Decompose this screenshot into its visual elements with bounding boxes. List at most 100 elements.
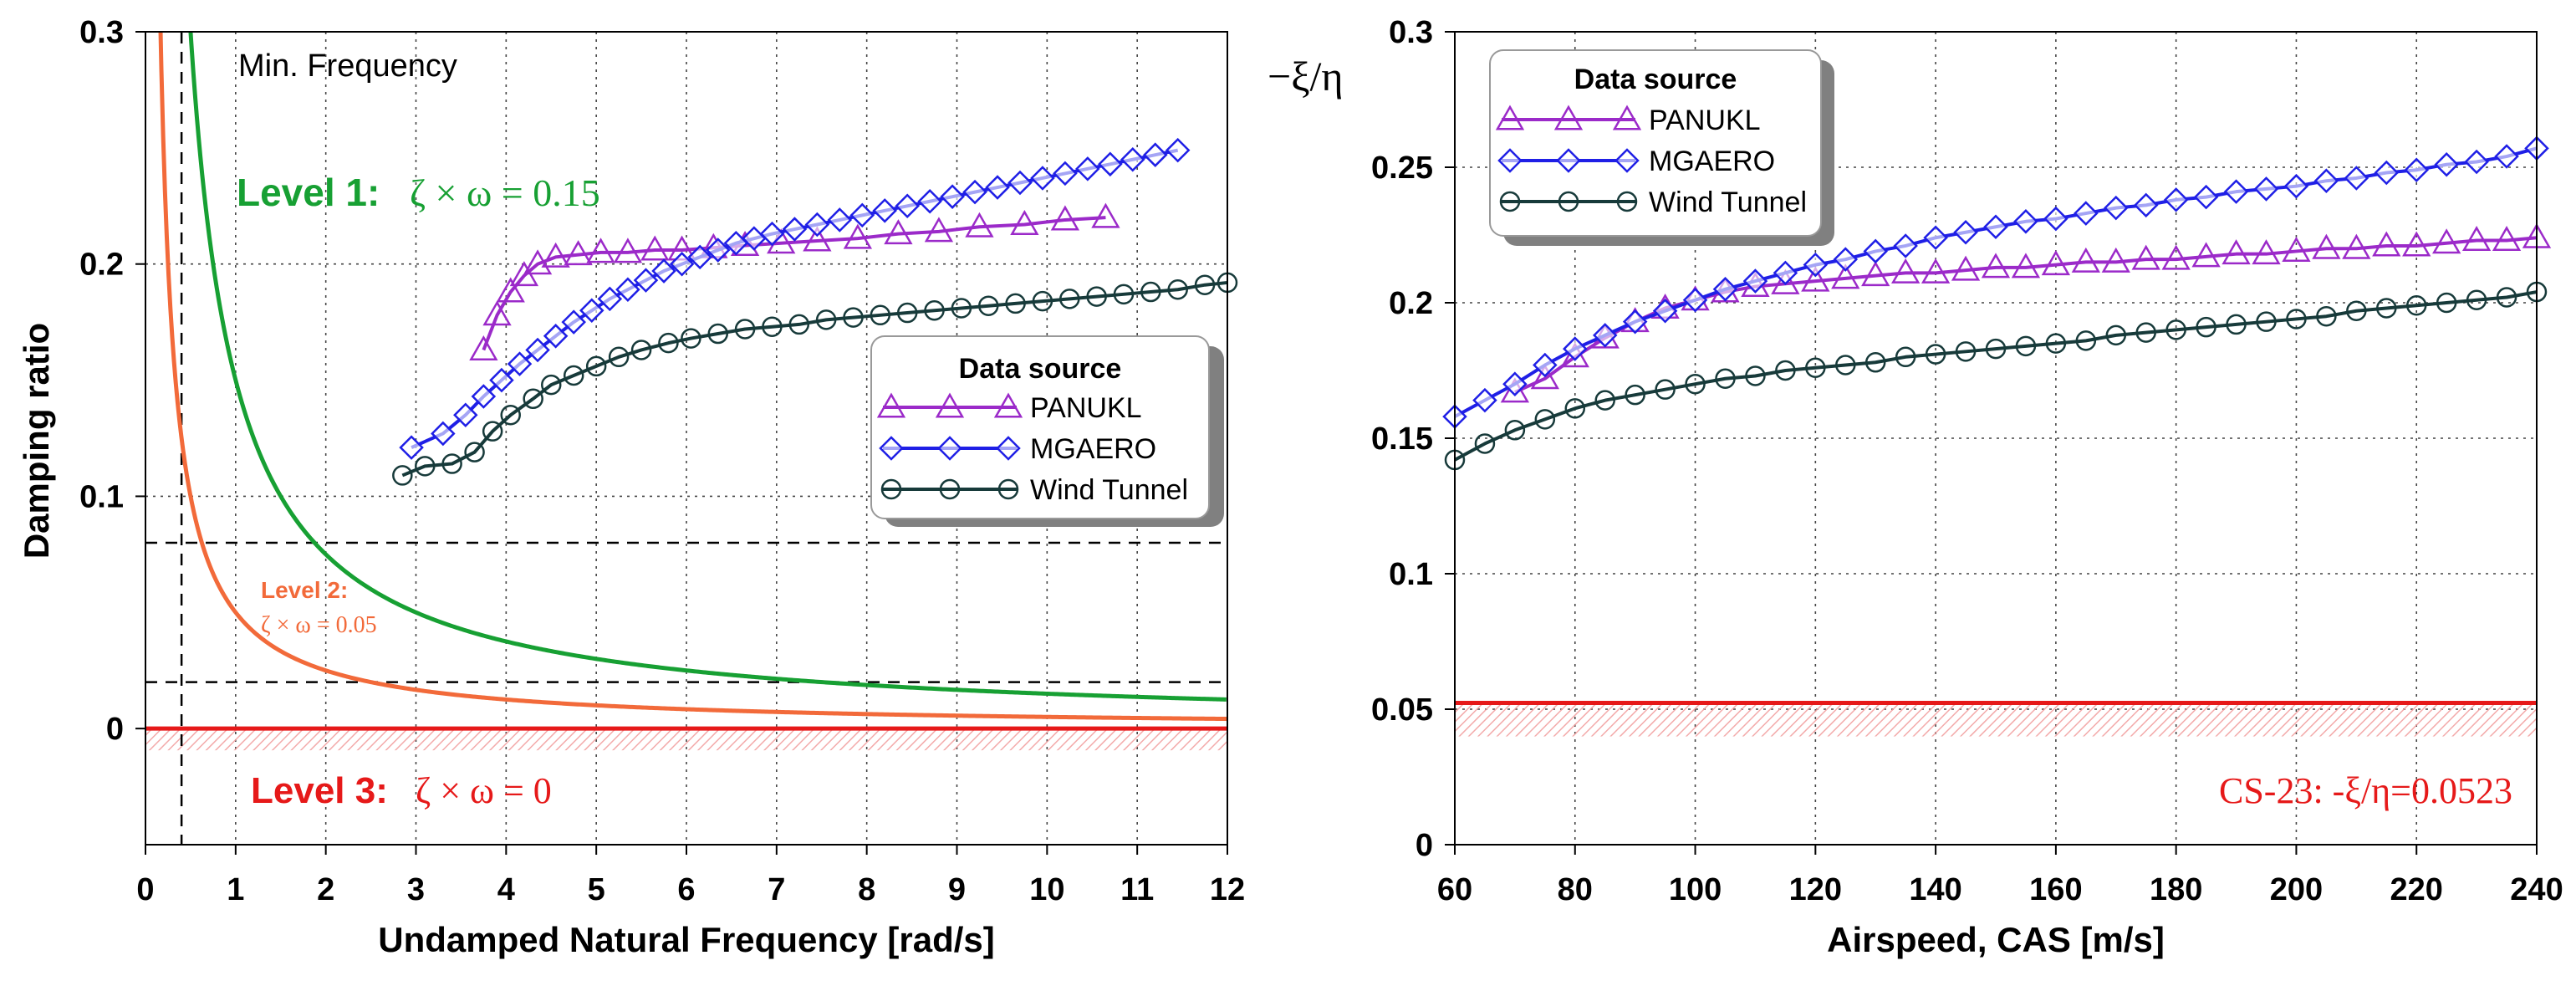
left-chart: 0 1 2 3 4 5 6 7 8 9 10 11 12 00.10.20.3 Undamped Nat… (17, 15, 1245, 959)
legend-marker-wind-tunnel (997, 478, 1019, 500)
legend-label-mgaero: MGAERO (1649, 146, 1775, 177)
right-x-axis-label: Airspeed, CAS [m/s] (1827, 920, 2165, 959)
panukl-marker (2312, 233, 2341, 259)
mgaero-marker (1142, 142, 1168, 167)
mgaero-marker (1007, 170, 1033, 196)
y-tick-label: 0.05 (1371, 692, 1433, 728)
wind-tunnel-marker (762, 316, 783, 337)
mgaero-marker (687, 244, 712, 270)
legend-label-mgaero: MGAERO (1030, 433, 1156, 465)
wind-tunnel-marker (1059, 289, 1080, 309)
left-series (392, 137, 1238, 486)
wind-tunnel-marker (707, 323, 728, 345)
panukl-marker (1801, 266, 1830, 292)
level-1-curve (188, 32, 1227, 702)
panukl-marker (2101, 247, 2130, 273)
mgaero-marker (1983, 214, 2008, 240)
wind-tunnel-marker (1835, 355, 1856, 376)
x-tick-label: 5 (588, 872, 605, 907)
x-tick-label: 2 (317, 872, 334, 907)
right-x-ticks: 60 80 100 120 140 160 180 200 220 240 (1437, 845, 2563, 907)
panukl-marker (2252, 239, 2281, 265)
mgaero-marker (2313, 168, 2339, 193)
cs23-hatch (1455, 701, 2537, 737)
wind-tunnel-marker (870, 304, 891, 326)
wind-tunnel-marker (1775, 360, 1796, 381)
right-y-axis-label: −ξ/η (1268, 53, 1344, 100)
wind-tunnel-marker (1895, 346, 1916, 368)
mgaero-marker (543, 324, 569, 349)
mgaero-marker (2223, 179, 2249, 204)
panukl-marker (2071, 247, 2100, 273)
legend-marker-wind-tunnel (1499, 191, 1521, 212)
mgaero-marker (1053, 161, 1078, 186)
wind-tunnel-marker (415, 456, 436, 477)
legend-marker-panukl (935, 392, 965, 418)
mgaero-marker (2163, 187, 2189, 212)
right-legend-box (1489, 49, 1822, 237)
wind-tunnel-marker (1864, 352, 1886, 373)
x-tick-label: 60 (1437, 872, 1472, 907)
mgaero-marker (1120, 146, 1145, 172)
wind-tunnel-marker (1086, 286, 1107, 307)
x-tick-label: 7 (768, 872, 785, 907)
panukl-marker (482, 300, 512, 326)
y-tick-label: 0.3 (79, 15, 124, 50)
mgaero-marker (579, 298, 604, 324)
level2-label: Level 2: (261, 577, 348, 603)
panukl-marker (1500, 377, 1530, 403)
mgaero-marker (2374, 160, 2400, 186)
panukl-marker (496, 277, 525, 303)
mgaero-marker (1833, 247, 1859, 272)
wind-tunnel-marker (1474, 433, 1496, 454)
panukl-marker (564, 240, 593, 266)
wind-tunnel-marker (523, 388, 543, 410)
x-tick-label: 4 (497, 872, 515, 907)
mgaero-marker (2283, 173, 2309, 199)
wind-tunnel-marker (2196, 316, 2216, 338)
wind-tunnel-marker (1985, 338, 2007, 360)
level-2-curve (158, 32, 1227, 722)
x-tick-label: 1 (227, 872, 244, 907)
x-tick-label: 9 (948, 872, 966, 907)
mgaero-marker (2494, 144, 2519, 169)
x-tick-label: 200 (2270, 872, 2323, 907)
legend-marker-mgaero (1614, 148, 1640, 173)
right-legend-entries: PANUKL MGAERO Wind Tunnel (1495, 105, 1807, 218)
mgaero-marker (827, 207, 853, 232)
mgaero-marker (2074, 201, 2099, 226)
legend-marker-panukl (1553, 105, 1584, 130)
x-tick-label: 120 (1789, 872, 1842, 907)
panukl-marker (924, 217, 954, 243)
wind-tunnel-marker (2075, 330, 2097, 351)
legend-label-wind-tunnel: Wind Tunnel (1649, 186, 1807, 218)
wind-tunnel-marker (896, 302, 918, 324)
x-tick-label: 240 (2510, 872, 2563, 907)
level2-formula: ζ × ω = 0.05 (261, 612, 377, 638)
mgaero-marker (471, 384, 497, 409)
x-tick-label: 10 (1029, 872, 1064, 907)
legend-marker-panukl (876, 392, 906, 418)
mgaero-marker (2104, 195, 2129, 221)
wind-tunnel-marker (2436, 292, 2457, 314)
legend-marker-mgaero (1556, 148, 1581, 173)
cs23-hatch-band (1455, 703, 2537, 737)
mgaero-marker (1030, 166, 1055, 191)
y-tick-label: 0.2 (79, 248, 124, 283)
level3-formula: ζ × ω = 0 (416, 770, 552, 811)
legend-marker-wind-tunnel (1616, 191, 1638, 212)
wind-tunnel-line (401, 280, 1228, 478)
legend-label-panukl: PANUKL (1649, 105, 1761, 136)
legend-marker-mgaero (1497, 148, 1523, 173)
mgaero-marker (399, 435, 424, 460)
y-tick-label: 0 (1416, 828, 1433, 863)
wind-tunnel-marker (2226, 314, 2247, 335)
left-legend-title: Data source (959, 353, 1122, 385)
y-tick-label: 0.15 (1371, 422, 1433, 457)
legend-marker-mgaero (937, 436, 962, 461)
mgaero-marker (651, 258, 676, 284)
mgaero-marker (1622, 309, 1648, 335)
mgaero-marker (1803, 252, 1829, 278)
wind-tunnel-marker (2045, 333, 2067, 354)
wind-tunnel-marker (843, 307, 864, 328)
